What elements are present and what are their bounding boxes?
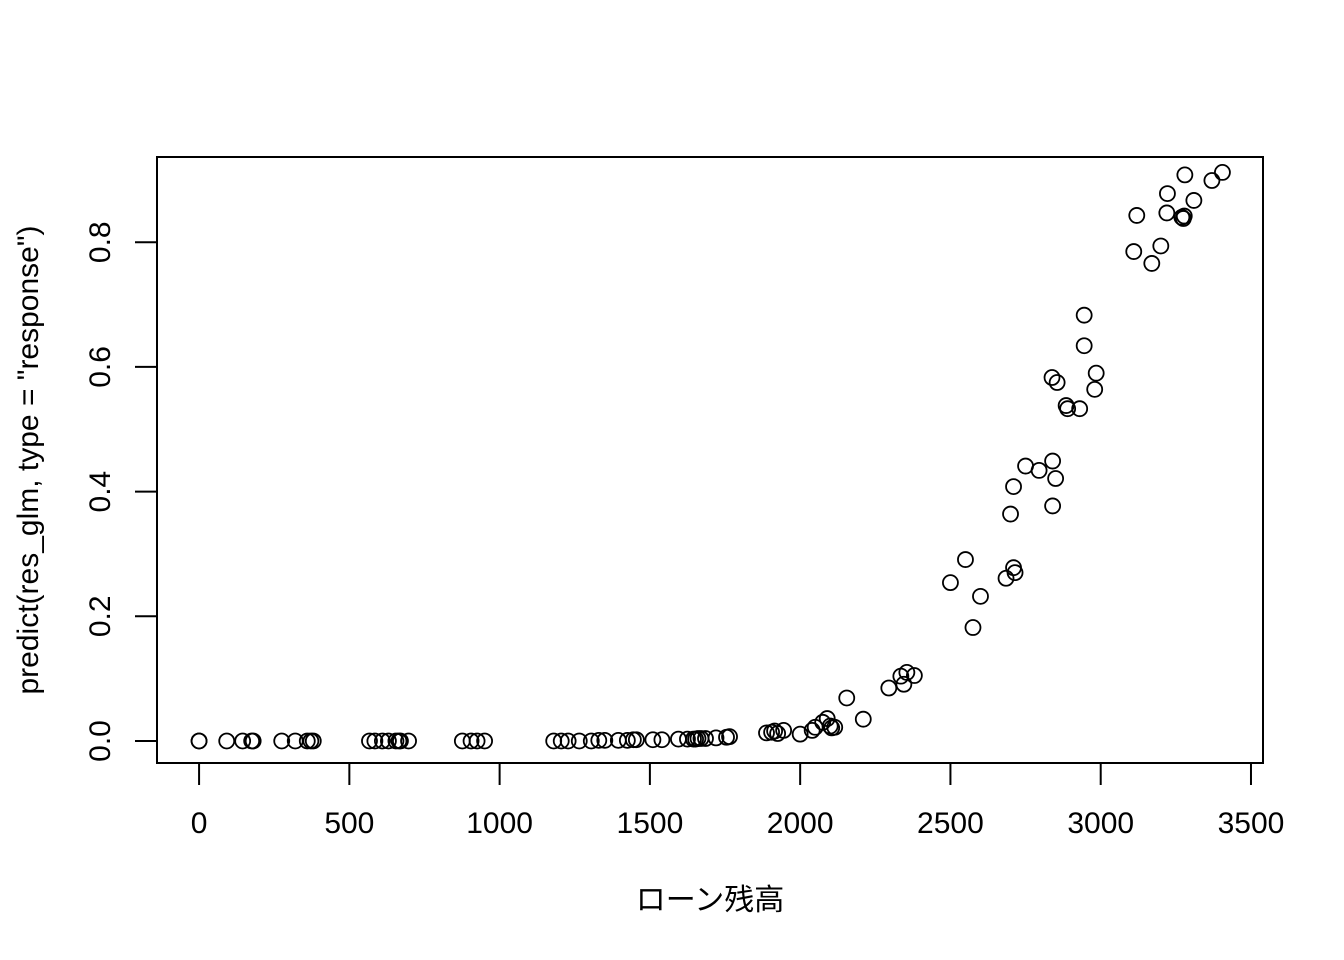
data-point [234,732,252,750]
data-point [1059,400,1077,418]
data-point [838,689,856,707]
data-point [1044,452,1062,470]
data-point [190,732,208,750]
data-point [1159,185,1176,202]
data-point [644,731,662,749]
y-tick-label: 0.2 [84,595,117,637]
data-point [552,732,570,750]
x-axis: 0 500 1000 1500 2000 2500 3000 3500 [191,762,1285,840]
data-point [453,732,471,750]
data-point [570,732,588,750]
y-tick-label: 0.4 [84,471,117,513]
x-tick-label: 1500 [617,807,684,840]
data-point [1158,204,1176,222]
data-point [791,725,809,743]
data-point [895,675,913,693]
data-point [1044,497,1062,515]
plot-frame [156,156,1264,764]
data-point [942,574,959,592]
data-point [590,731,608,749]
data-point [1075,337,1093,355]
data-point [1030,462,1048,479]
data-point [964,619,982,636]
data-point [803,721,821,739]
x-tick-label: 3500 [1218,807,1285,840]
data-point [244,732,262,750]
y-axis: 0.0 0.2 0.4 0.6 0.8 [84,221,158,762]
data-point [826,718,844,736]
data-point [1152,237,1170,255]
data-point [559,732,577,750]
data-point [1071,400,1089,418]
data-point [1128,207,1146,224]
data-point [1143,255,1161,272]
x-tick-label: 2500 [917,807,984,840]
x-tick-label: 1000 [466,807,533,840]
data-point [766,722,784,740]
data-point [1086,380,1104,398]
data-point [697,730,714,747]
data-point [898,664,916,681]
data-point [468,732,486,750]
data-point [1176,166,1194,184]
data-points [190,163,1231,750]
y-tick-label: 0.8 [84,221,117,263]
data-point [880,679,898,697]
data-point [1087,364,1105,382]
data-point [361,732,378,750]
data-point [670,730,687,748]
data-point [582,732,600,750]
data-point [476,732,493,750]
data-point [273,732,291,750]
data-point [1075,306,1093,324]
data-point [972,587,989,605]
data-point [618,731,636,749]
data-point [1125,243,1143,260]
data-point [707,729,725,747]
data-point [380,732,397,750]
y-tick-label: 0.0 [84,720,117,762]
data-point [775,721,793,739]
data-point [218,732,236,750]
y-tick-label: 0.6 [84,346,117,388]
data-point [1203,172,1221,189]
data-point [854,710,872,728]
x-axis-title: ローン残高 [636,884,785,917]
data-point [627,731,645,749]
data-point [400,732,417,750]
data-point [596,731,614,749]
data-point [374,732,391,750]
data-point [905,667,923,684]
x-tick-label: 0 [191,807,208,840]
data-point [721,728,738,746]
data-point [1048,374,1066,391]
data-point [653,731,671,749]
data-point [462,732,480,750]
x-tick-label: 500 [324,807,374,840]
data-point [304,732,322,750]
data-point [1047,470,1065,487]
data-point [679,730,696,748]
data-point [1214,163,1231,181]
y-axis-title: predict(res_glm, type = "response") [12,226,45,695]
data-point [392,732,409,750]
data-point [1185,192,1203,209]
x-tick-label: 2000 [767,807,834,840]
data-point [758,724,775,742]
data-point [1002,505,1019,523]
data-point [1175,207,1193,225]
data-point [957,551,974,568]
data-point [1005,478,1022,496]
data-point [1043,369,1061,386]
x-tick-label: 3000 [1067,807,1134,840]
data-point [1006,564,1024,582]
data-point [366,732,384,750]
